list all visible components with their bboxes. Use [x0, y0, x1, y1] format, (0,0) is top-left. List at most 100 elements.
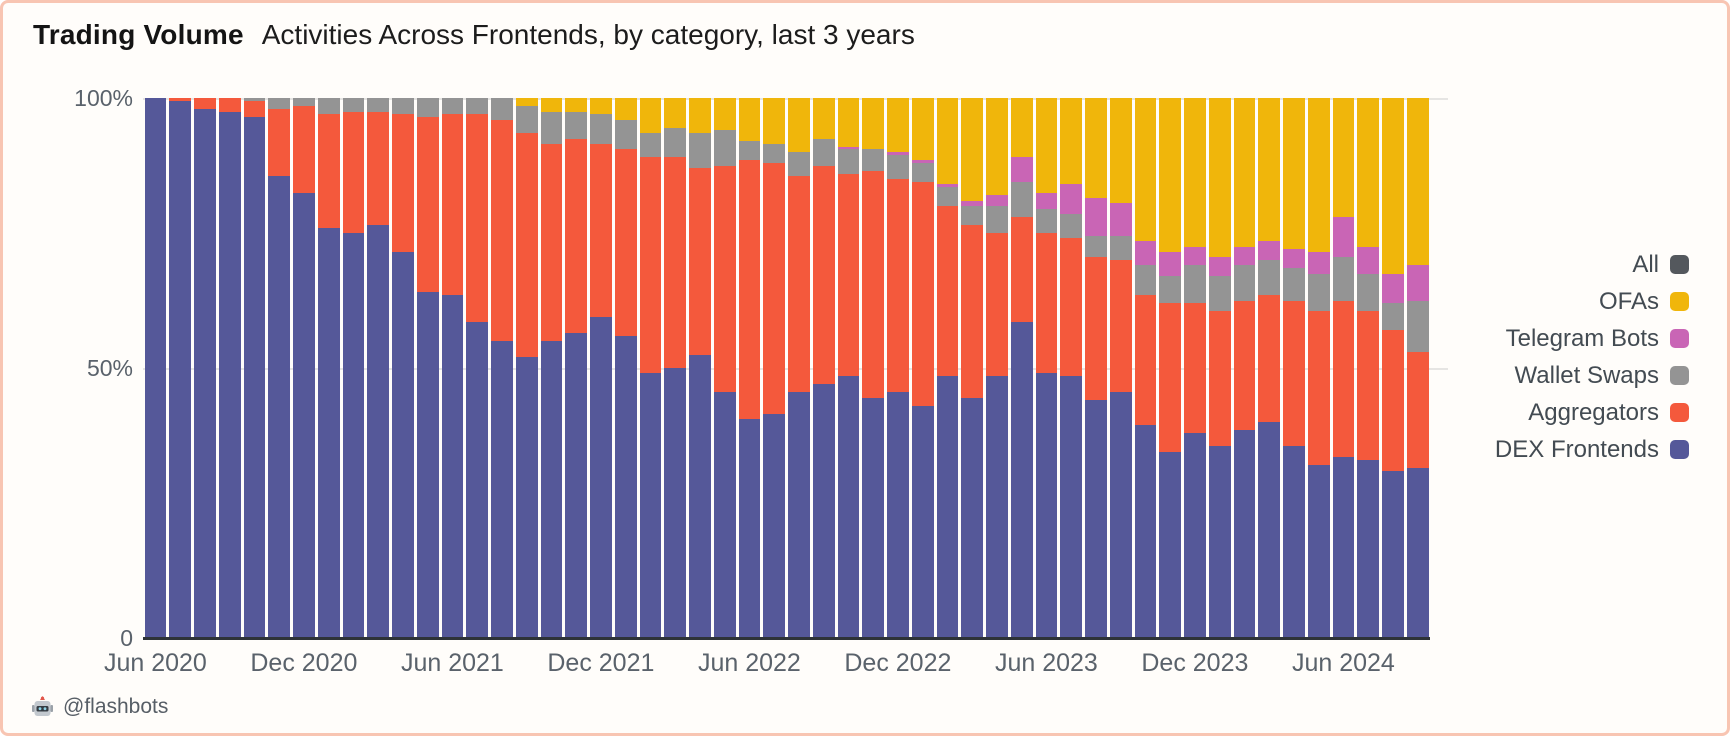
- bar-segment-wallet-swaps[interactable]: [1159, 276, 1181, 304]
- bar-oct-2020[interactable]: [243, 98, 266, 638]
- bar-segment-wallet-swaps[interactable]: [515, 106, 538, 134]
- bar-segment-aggregators[interactable]: [961, 224, 983, 398]
- bar-segment-dex-frontends[interactable]: [268, 176, 290, 638]
- bar-segment-aggregators[interactable]: [441, 114, 464, 296]
- bar-segment-aggregators[interactable]: [911, 181, 934, 406]
- bar-segment-telegram-bots[interactable]: [1382, 273, 1404, 304]
- bar-segment-ofas[interactable]: [1406, 98, 1429, 266]
- bar-segment-dex-frontends[interactable]: [862, 397, 884, 638]
- bar-segment-ofas[interactable]: [1258, 98, 1280, 242]
- bar-segment-ofas[interactable]: [961, 98, 983, 201]
- bar-segment-wallet-swaps[interactable]: [689, 133, 711, 169]
- legend-item-wallet-swaps[interactable]: Wallet Swaps: [1495, 357, 1689, 394]
- bar-segment-dex-frontends[interactable]: [961, 397, 983, 638]
- bar-segment-wallet-swaps[interactable]: [788, 152, 810, 177]
- bar-segment-aggregators[interactable]: [1134, 295, 1157, 425]
- bar-segment-aggregators[interactable]: [367, 111, 389, 225]
- bar-segment-dex-frontends[interactable]: [1307, 465, 1330, 638]
- bar-segment-wallet-swaps[interactable]: [837, 149, 860, 174]
- bar-segment-dex-frontends[interactable]: [1406, 467, 1429, 638]
- bar-segment-dex-frontends[interactable]: [515, 357, 538, 638]
- bar-segment-wallet-swaps[interactable]: [1010, 181, 1033, 217]
- bar-jan-2022[interactable]: [614, 98, 637, 638]
- bar-segment-ofas[interactable]: [713, 98, 736, 131]
- bar-segment-dex-frontends[interactable]: [466, 322, 488, 638]
- bar-segment-ofas[interactable]: [515, 98, 538, 107]
- bar-jul-2021[interactable]: [466, 98, 488, 638]
- bar-segment-wallet-swaps[interactable]: [392, 98, 414, 115]
- bar-segment-telegram-bots[interactable]: [1258, 241, 1280, 261]
- bar-segment-ofas[interactable]: [1307, 98, 1330, 252]
- bar-segment-aggregators[interactable]: [565, 138, 587, 333]
- bar-segment-dex-frontends[interactable]: [887, 392, 909, 638]
- bar-segment-dex-frontends[interactable]: [441, 295, 464, 638]
- bar-segment-ofas[interactable]: [1233, 98, 1256, 247]
- bar-segment-dex-frontends[interactable]: [317, 227, 340, 638]
- bar-segment-aggregators[interactable]: [466, 114, 488, 323]
- bar-sep-2024[interactable]: [1406, 98, 1429, 638]
- bar-segment-wallet-swaps[interactable]: [441, 98, 464, 115]
- bar-segment-aggregators[interactable]: [169, 98, 191, 101]
- bar-segment-aggregators[interactable]: [1184, 303, 1206, 433]
- bar-segment-dex-frontends[interactable]: [1233, 430, 1256, 638]
- bar-segment-ofas[interactable]: [540, 98, 563, 112]
- bar-sep-2023[interactable]: [1109, 98, 1132, 638]
- bar-segment-dex-frontends[interactable]: [837, 376, 860, 638]
- bar-segment-dex-frontends[interactable]: [1134, 424, 1157, 638]
- bar-segment-dex-frontends[interactable]: [293, 192, 315, 638]
- bar-segment-ofas[interactable]: [763, 98, 785, 144]
- bar-segment-aggregators[interactable]: [1060, 238, 1082, 377]
- bar-segment-aggregators[interactable]: [1406, 351, 1429, 468]
- bar-segment-aggregators[interactable]: [1283, 300, 1305, 447]
- bar-segment-wallet-swaps[interactable]: [1332, 257, 1355, 301]
- bar-segment-ofas[interactable]: [936, 98, 959, 185]
- bar-segment-aggregators[interactable]: [986, 233, 1008, 377]
- bar-segment-aggregators[interactable]: [788, 176, 810, 393]
- bar-segment-wallet-swaps[interactable]: [1208, 276, 1231, 312]
- bar-segment-aggregators[interactable]: [293, 106, 315, 193]
- bar-segment-dex-frontends[interactable]: [1382, 470, 1404, 638]
- bar-segment-telegram-bots[interactable]: [911, 160, 934, 163]
- bar-segment-telegram-bots[interactable]: [1035, 192, 1058, 209]
- bar-segment-dex-frontends[interactable]: [936, 376, 959, 638]
- bar-segment-dex-frontends[interactable]: [664, 368, 686, 638]
- bar-segment-dex-frontends[interactable]: [540, 341, 563, 638]
- bar-segment-wallet-swaps[interactable]: [738, 141, 761, 161]
- bar-segment-wallet-swaps[interactable]: [1233, 265, 1256, 301]
- bar-segment-aggregators[interactable]: [639, 157, 662, 374]
- bar-segment-ofas[interactable]: [986, 98, 1008, 196]
- bar-segment-wallet-swaps[interactable]: [1357, 273, 1379, 312]
- bar-segment-aggregators[interactable]: [1085, 257, 1107, 401]
- bar-segment-telegram-bots[interactable]: [1134, 241, 1157, 266]
- bar-segment-ofas[interactable]: [1283, 98, 1305, 250]
- bar-dec-2022[interactable]: [887, 98, 909, 638]
- bar-segment-wallet-swaps[interactable]: [268, 98, 290, 109]
- bar-segment-ofas[interactable]: [738, 98, 761, 142]
- bar-nov-2022[interactable]: [862, 98, 884, 638]
- bar-segment-ofas[interactable]: [1332, 98, 1355, 217]
- bar-segment-aggregators[interactable]: [540, 143, 563, 341]
- bar-segment-aggregators[interactable]: [1233, 300, 1256, 431]
- bar-segment-telegram-bots[interactable]: [1332, 216, 1355, 258]
- bar-segment-dex-frontends[interactable]: [1159, 451, 1181, 638]
- bar-segment-ofas[interactable]: [1184, 98, 1206, 247]
- bar-segment-telegram-bots[interactable]: [887, 152, 909, 155]
- bar-segment-dex-frontends[interactable]: [1208, 446, 1231, 638]
- bar-segment-aggregators[interactable]: [1109, 260, 1132, 393]
- bar-segment-wallet-swaps[interactable]: [713, 130, 736, 166]
- bar-segment-telegram-bots[interactable]: [936, 184, 959, 188]
- bar-apr-2021[interactable]: [392, 98, 414, 638]
- bar-segment-dex-frontends[interactable]: [1258, 422, 1280, 638]
- bar-segment-aggregators[interactable]: [1357, 311, 1379, 460]
- bar-segment-wallet-swaps[interactable]: [664, 127, 686, 158]
- bar-segment-telegram-bots[interactable]: [961, 200, 983, 207]
- bar-segment-wallet-swaps[interactable]: [565, 111, 587, 139]
- legend-item-dex-frontends[interactable]: DEX Frontends: [1495, 431, 1689, 468]
- bar-segment-ofas[interactable]: [1134, 98, 1157, 242]
- bar-segment-dex-frontends[interactable]: [1060, 376, 1082, 638]
- bar-segment-wallet-swaps[interactable]: [887, 154, 909, 180]
- bar-segment-ofas[interactable]: [1035, 98, 1058, 193]
- bar-segment-dex-frontends[interactable]: [1035, 373, 1058, 638]
- bar-segment-telegram-bots[interactable]: [1109, 203, 1132, 236]
- bar-segment-wallet-swaps[interactable]: [342, 98, 365, 112]
